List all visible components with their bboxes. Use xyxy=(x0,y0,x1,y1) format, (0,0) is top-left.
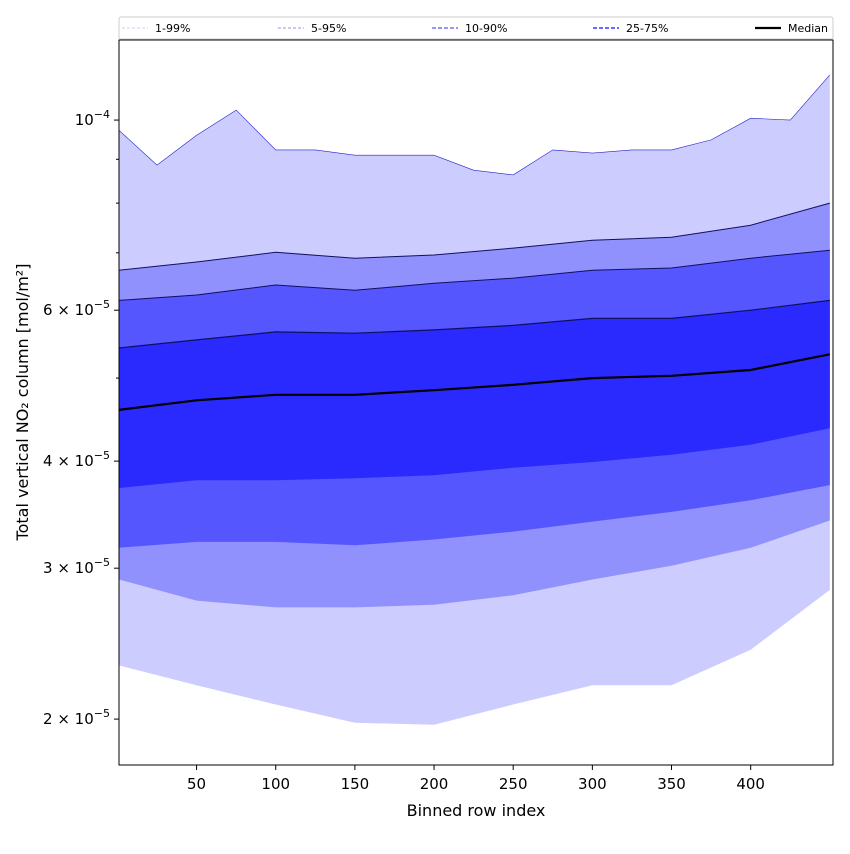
legend-label: 5-95% xyxy=(311,22,346,35)
x-axis-label: Binned row index xyxy=(407,801,546,820)
line-p75 xyxy=(118,299,830,349)
percentile-lines xyxy=(118,74,831,411)
x-tick-label: 50 xyxy=(187,775,206,793)
x-tick-label: 400 xyxy=(736,775,765,793)
legend-item: 5-95% xyxy=(278,22,346,35)
x-tick-label: 200 xyxy=(420,775,449,793)
legend-item: 25-75% xyxy=(593,22,668,35)
percentile-bands xyxy=(119,74,830,725)
y-tick-label: 6 × 10−5 xyxy=(43,298,110,319)
legend-box xyxy=(118,16,834,40)
line-p99 xyxy=(118,74,831,176)
y-tick-exponent: −5 xyxy=(94,556,110,569)
y-tick-mantissa: 4 × 10 xyxy=(43,452,94,470)
y-tick-exponent: −4 xyxy=(94,108,110,121)
band-25-75 xyxy=(119,300,830,489)
x-tick-label: 250 xyxy=(499,775,528,793)
legend-label: Median xyxy=(788,22,828,35)
legend-label: 1-99% xyxy=(155,22,190,35)
y-tick-label: 2 × 10−5 xyxy=(43,707,110,728)
y-tick-exponent: −5 xyxy=(94,449,110,462)
legend-label: 25-75% xyxy=(626,22,668,35)
y-tick-mantissa: 2 × 10 xyxy=(43,710,94,728)
line-median xyxy=(118,353,831,411)
y-tick-mantissa: 3 × 10 xyxy=(43,559,94,577)
y-axis-ticks: 2 × 10−53 × 10−54 × 10−56 × 10−510−4 xyxy=(43,108,119,728)
y-tick-exponent: −5 xyxy=(94,707,110,720)
line-p90 xyxy=(118,249,830,301)
legend-item: 1-99% xyxy=(122,22,190,35)
legend: 1-99% 5-95% 10-90% 25-75% Median xyxy=(118,16,834,40)
x-tick-label: 350 xyxy=(657,775,686,793)
x-tick-label: 100 xyxy=(261,775,290,793)
plot-frame xyxy=(118,39,834,766)
legend-item: Median xyxy=(755,22,828,35)
line-p95 xyxy=(118,202,830,271)
legend-item: 10-90% xyxy=(432,22,507,35)
x-tick-label: 150 xyxy=(341,775,370,793)
y-tick-label: 4 × 10−5 xyxy=(43,449,110,470)
x-axis-ticks: 50 100 150 200 250 300 350 400 xyxy=(187,765,765,793)
y-tick-label: 3 × 10−5 xyxy=(43,556,110,577)
y-tick-exponent: −5 xyxy=(94,298,110,311)
y-tick-mantissa: 6 × 10 xyxy=(43,301,94,319)
y-tick-mantissa: 10 xyxy=(75,111,94,129)
y-tick-label: 10−4 xyxy=(75,108,110,129)
x-tick-label: 300 xyxy=(578,775,607,793)
y-axis-label: Total vertical NO₂ column [mol/m²] xyxy=(13,264,32,542)
legend-label: 10-90% xyxy=(465,22,507,35)
